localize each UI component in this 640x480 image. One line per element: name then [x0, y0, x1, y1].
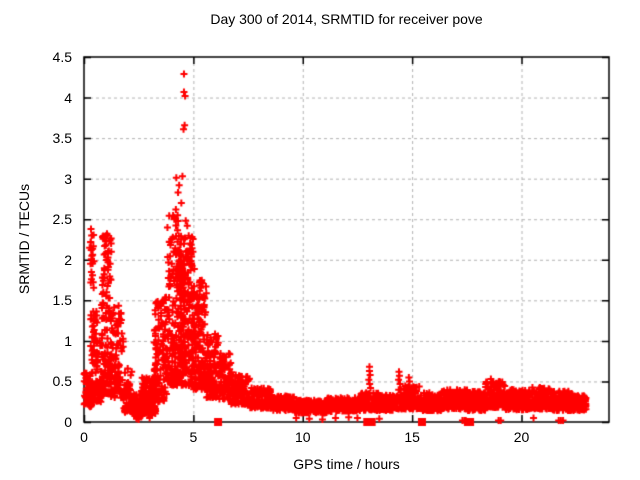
y-tick-label: 2 [64, 251, 72, 268]
y-tick-label: 0 [64, 414, 72, 430]
y-tick-label: 2.5 [52, 211, 72, 228]
y-tick-label: 1 [64, 332, 72, 349]
y-tick-label: 1.5 [52, 292, 72, 309]
x-tick-label: 10 [294, 429, 311, 445]
x-tick-label: 0 [80, 429, 88, 445]
x-tick-label: 5 [189, 429, 198, 445]
x-axis-label: GPS time / hours [293, 456, 400, 472]
y-tick-label: 0.5 [52, 373, 72, 390]
y-tick-label: 4.5 [52, 49, 72, 65]
y-axis-label: SRMTID / TECUs [16, 183, 32, 295]
y-tick-label: 3.5 [52, 130, 72, 147]
x-tick-label: 20 [513, 429, 530, 445]
x-tick-label: 15 [404, 429, 420, 445]
chart-title: Day 300 of 2014, SRMTID for receiver pov… [210, 11, 483, 27]
y-tick-label: 3 [64, 170, 72, 187]
y-tick-label: 4 [64, 89, 72, 106]
